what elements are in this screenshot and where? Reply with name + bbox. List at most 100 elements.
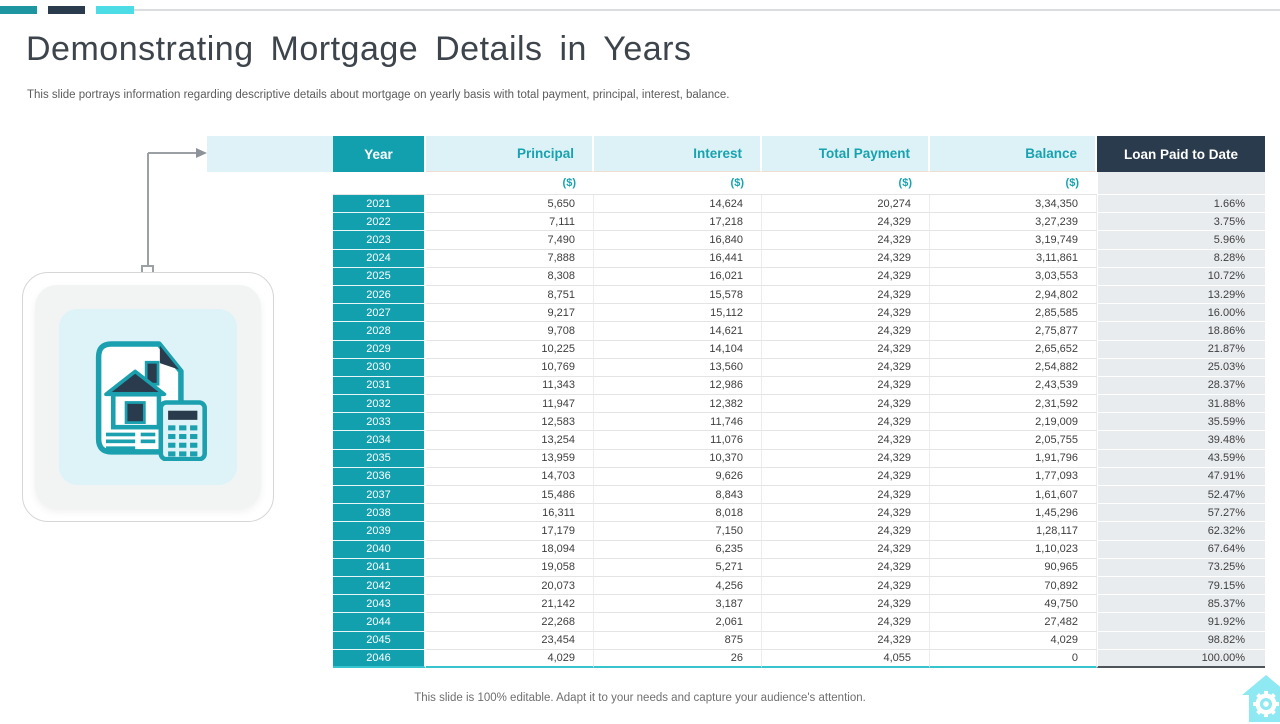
cell-interest: 13,560 bbox=[594, 358, 762, 377]
cell-total-payment: 24,329 bbox=[762, 304, 930, 323]
cell-interest: 12,382 bbox=[594, 395, 762, 414]
cell-total-payment: 24,329 bbox=[762, 395, 930, 414]
row-year-2023: 2023 bbox=[333, 231, 426, 250]
row-year-2043: 2043 bbox=[333, 595, 426, 614]
row-year-2026: 2026 bbox=[333, 285, 426, 305]
cell-total-payment: 24,329 bbox=[762, 249, 930, 268]
cell-loan-paid-to-date: 91.92% bbox=[1097, 613, 1265, 632]
row-year-2022: 2022 bbox=[333, 213, 426, 232]
cell-loan-paid-to-date: 57.27% bbox=[1097, 504, 1265, 523]
row-year-2027: 2027 bbox=[333, 304, 426, 323]
cell-loan-paid-to-date: 21.87% bbox=[1097, 340, 1265, 359]
cell-interest: 10,370 bbox=[594, 449, 762, 468]
column-header-year: Year bbox=[333, 136, 426, 172]
cell-total-payment: 24,329 bbox=[762, 340, 930, 359]
row-year-2031: 2031 bbox=[333, 376, 426, 396]
cell-balance: 0 bbox=[930, 649, 1097, 668]
cell-principal: 10,225 bbox=[426, 340, 594, 359]
cell-balance: 1,28,117 bbox=[930, 522, 1097, 541]
cell-loan-paid-to-date: 62.32% bbox=[1097, 522, 1265, 541]
cell-loan-paid-to-date: 10.72% bbox=[1097, 267, 1265, 286]
cell-loan-paid-to-date: 18.86% bbox=[1097, 322, 1265, 341]
cell-loan-paid-to-date: 73.25% bbox=[1097, 558, 1265, 577]
cell-loan-paid-to-date: 85.37% bbox=[1097, 595, 1265, 614]
cell-total-payment: 24,329 bbox=[762, 576, 930, 596]
cell-loan-paid-to-date: 39.48% bbox=[1097, 431, 1265, 450]
cell-principal: 21,142 bbox=[426, 595, 594, 614]
unit-cell-total-payment: ($) bbox=[762, 172, 930, 195]
cell-interest: 15,112 bbox=[594, 304, 762, 323]
cell-balance: 2,43,539 bbox=[930, 376, 1097, 396]
cell-balance: 1,10,023 bbox=[930, 540, 1097, 559]
unit-cell-year bbox=[333, 172, 426, 195]
row-year-2034: 2034 bbox=[333, 431, 426, 450]
cell-total-payment: 24,329 bbox=[762, 613, 930, 632]
cell-principal: 19,058 bbox=[426, 558, 594, 577]
cell-loan-paid-to-date: 98.82% bbox=[1097, 631, 1265, 650]
cell-total-payment: 24,329 bbox=[762, 267, 930, 286]
cell-principal: 11,947 bbox=[426, 395, 594, 414]
row-year-2032: 2032 bbox=[333, 395, 426, 414]
cell-total-payment: 4,055 bbox=[762, 649, 930, 668]
row-year-2041: 2041 bbox=[333, 558, 426, 577]
row-year-2037: 2037 bbox=[333, 486, 426, 505]
cell-interest: 14,104 bbox=[594, 340, 762, 359]
column-header-interest: Interest bbox=[594, 136, 762, 172]
cell-loan-paid-to-date: 3.75% bbox=[1097, 213, 1265, 232]
cell-total-payment: 24,329 bbox=[762, 322, 930, 341]
cell-total-payment: 24,329 bbox=[762, 358, 930, 377]
cell-total-payment: 24,329 bbox=[762, 449, 930, 468]
cell-interest: 875 bbox=[594, 631, 762, 650]
cell-balance: 70,892 bbox=[930, 576, 1097, 596]
header-extension-band bbox=[207, 136, 333, 172]
cell-loan-paid-to-date: 28.37% bbox=[1097, 376, 1265, 396]
row-year-2030: 2030 bbox=[333, 358, 426, 377]
cell-balance: 2,54,882 bbox=[930, 358, 1097, 377]
cell-interest: 8,018 bbox=[594, 504, 762, 523]
cell-total-payment: 24,329 bbox=[762, 467, 930, 486]
cell-balance: 4,029 bbox=[930, 631, 1097, 650]
unit-cell-interest: ($) bbox=[594, 172, 762, 195]
cell-interest: 16,441 bbox=[594, 249, 762, 268]
cell-interest: 9,626 bbox=[594, 467, 762, 486]
cell-balance: 2,65,652 bbox=[930, 340, 1097, 359]
cell-interest: 8,843 bbox=[594, 486, 762, 505]
cell-balance: 1,45,296 bbox=[930, 504, 1097, 523]
cell-total-payment: 24,329 bbox=[762, 413, 930, 432]
cell-total-payment: 24,329 bbox=[762, 486, 930, 505]
cell-interest: 2,061 bbox=[594, 613, 762, 632]
row-year-2046: 2046 bbox=[333, 649, 426, 668]
accent-bar-cyan bbox=[96, 6, 134, 14]
cell-total-payment: 24,329 bbox=[762, 522, 930, 541]
cell-principal: 11,343 bbox=[426, 376, 594, 396]
unit-cell-loan-paid-to-date bbox=[1097, 172, 1265, 195]
row-year-2045: 2045 bbox=[333, 631, 426, 650]
cell-loan-paid-to-date: 31.88% bbox=[1097, 395, 1265, 414]
cell-balance: 3,11,861 bbox=[930, 249, 1097, 268]
row-year-2035: 2035 bbox=[333, 449, 426, 468]
row-year-2024: 2024 bbox=[333, 249, 426, 268]
cell-interest: 5,271 bbox=[594, 558, 762, 577]
row-year-2025: 2025 bbox=[333, 267, 426, 286]
cell-loan-paid-to-date: 43.59% bbox=[1097, 449, 1265, 468]
cell-principal: 14,703 bbox=[426, 467, 594, 486]
cell-balance: 2,75,877 bbox=[930, 322, 1097, 341]
column-header-principal: Principal bbox=[426, 136, 594, 172]
row-year-2040: 2040 bbox=[333, 540, 426, 559]
mortgage-icon-card-middle bbox=[35, 285, 261, 509]
cell-loan-paid-to-date: 100.00% bbox=[1097, 649, 1265, 668]
cell-interest: 15,578 bbox=[594, 285, 762, 305]
cell-loan-paid-to-date: 35.59% bbox=[1097, 413, 1265, 432]
cell-balance: 2,85,585 bbox=[930, 304, 1097, 323]
cell-principal: 8,308 bbox=[426, 267, 594, 286]
cell-balance: 49,750 bbox=[930, 595, 1097, 614]
page-subtitle: This slide portrays information regardin… bbox=[27, 89, 730, 101]
mortgage-document-house-calculator-icon bbox=[95, 341, 207, 461]
cell-interest: 11,076 bbox=[594, 431, 762, 450]
cell-balance: 2,19,009 bbox=[930, 413, 1097, 432]
column-header-balance: Balance bbox=[930, 136, 1097, 172]
row-year-2039: 2039 bbox=[333, 522, 426, 541]
cell-total-payment: 20,274 bbox=[762, 195, 930, 214]
cell-loan-paid-to-date: 8.28% bbox=[1097, 249, 1265, 268]
accent-bar-teal bbox=[0, 6, 37, 14]
